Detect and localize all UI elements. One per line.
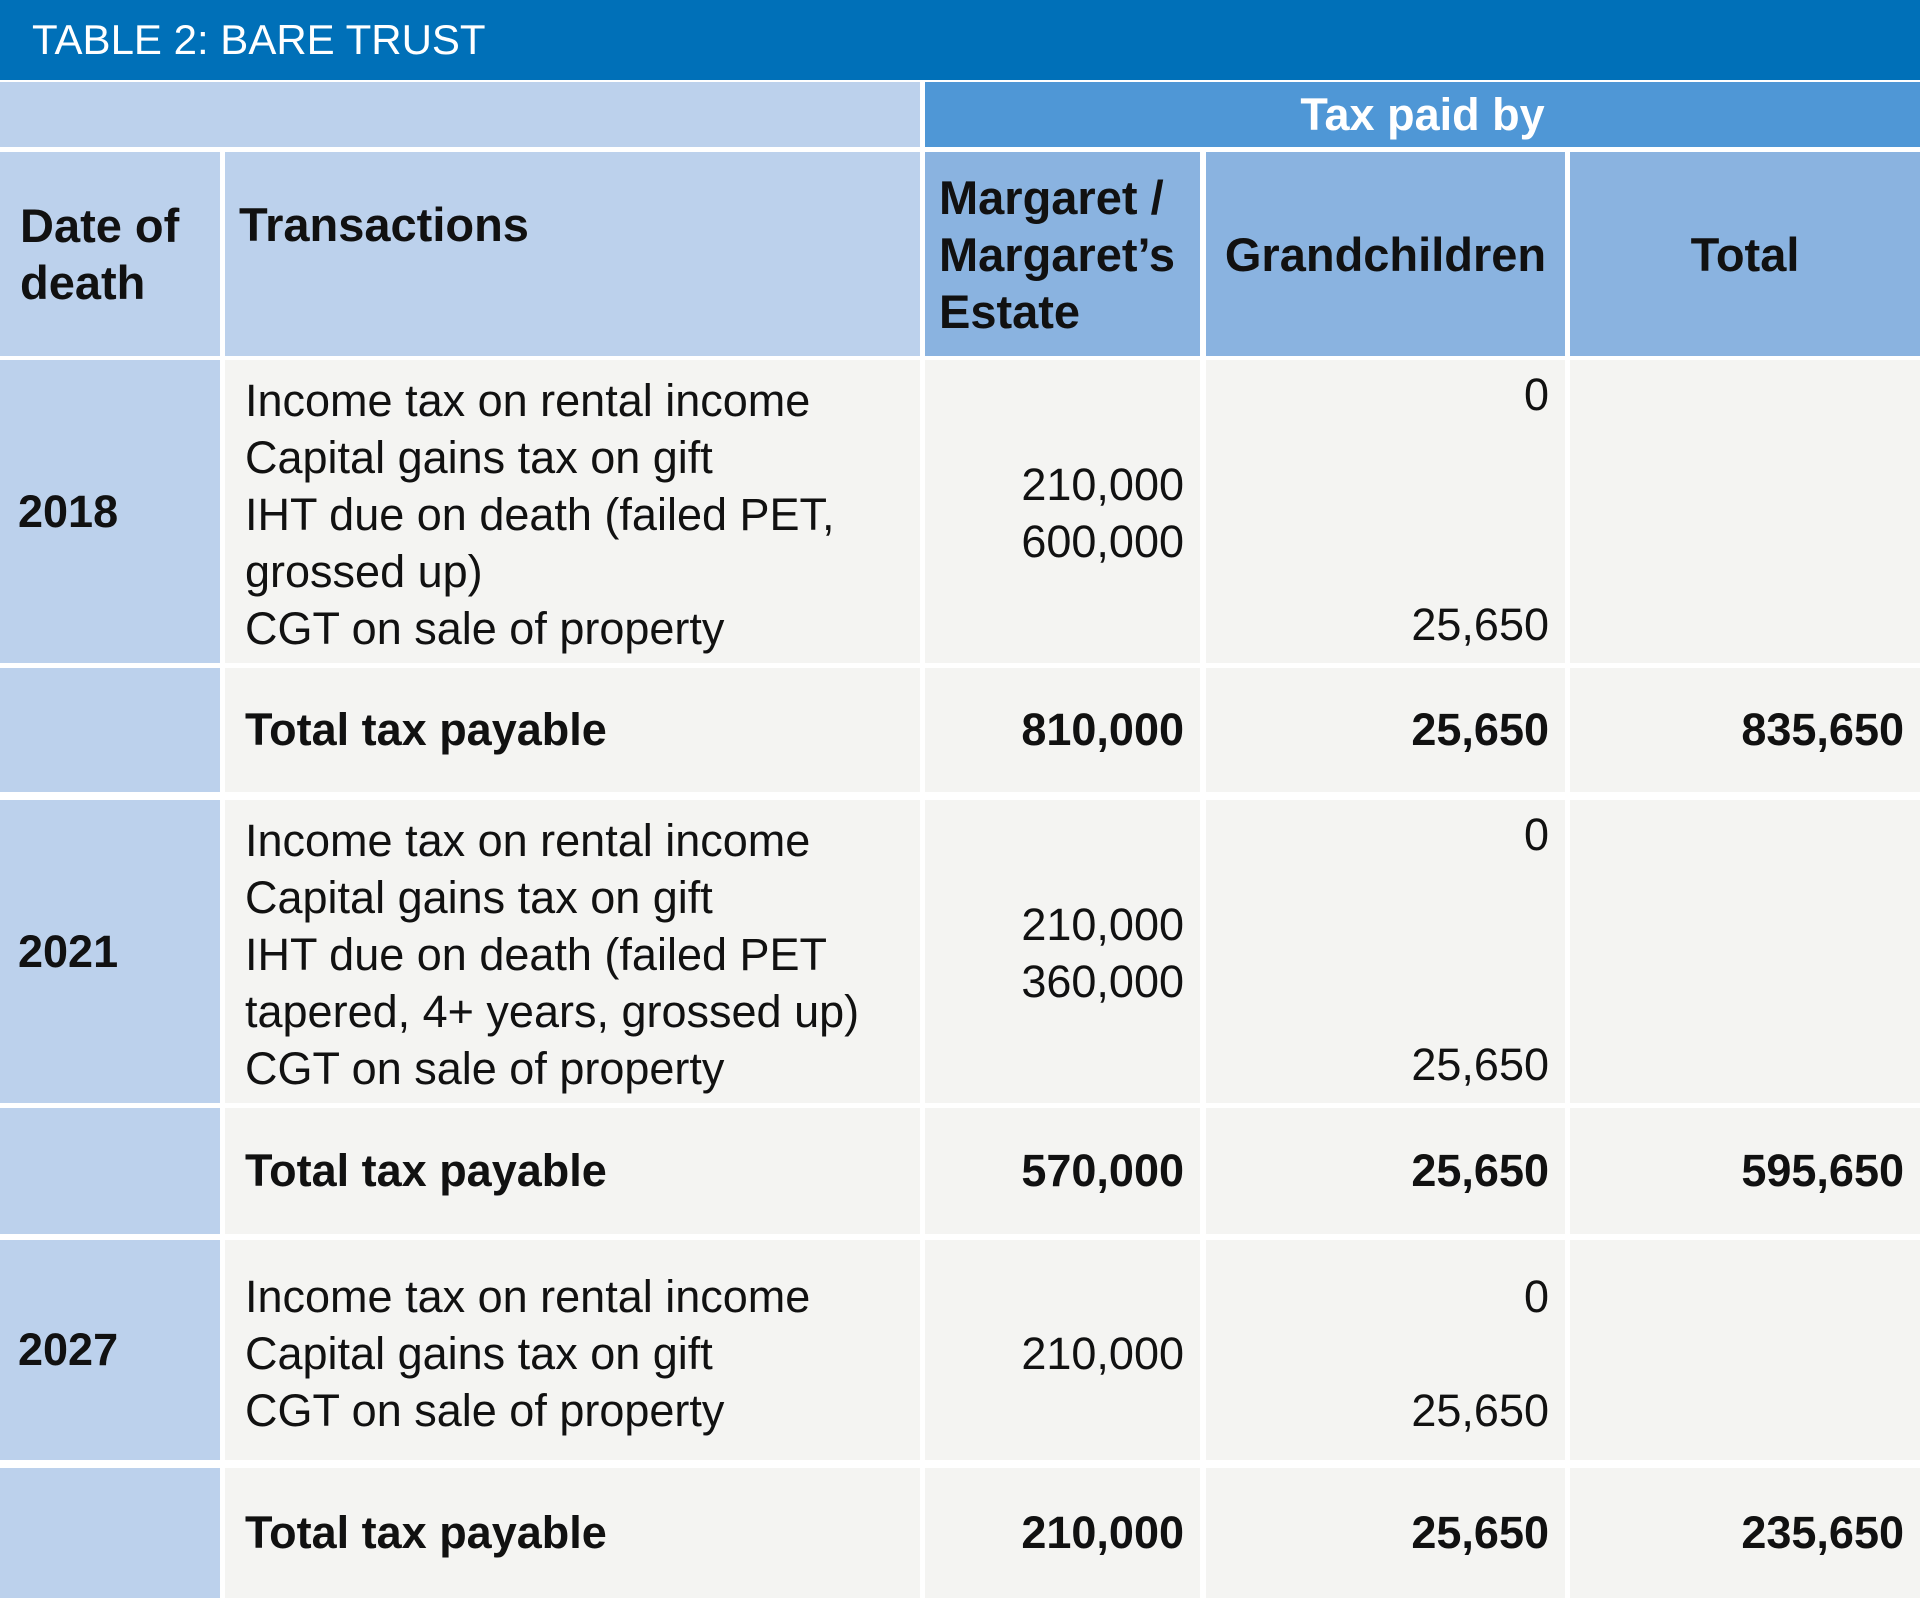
- year-cell-empty: [0, 668, 220, 792]
- year-cell: 2018: [0, 360, 220, 663]
- total-values-cell: [1570, 360, 1920, 663]
- total-grandchildren: 25,650: [1206, 1468, 1565, 1598]
- year-label: 2027: [18, 1324, 119, 1375]
- total-values-cell: [1570, 800, 1920, 1103]
- total-overall: 595,650: [1570, 1108, 1920, 1234]
- transaction-line: Income tax on rental income: [245, 815, 811, 866]
- total-header-label: Total: [1690, 227, 1800, 281]
- transaction-line: Capital gains tax on gift: [245, 1328, 713, 1379]
- total-margaret: 810,000: [925, 668, 1200, 792]
- tax-paid-by-header: Tax paid by: [925, 82, 1920, 147]
- total-tax-payable-label: Total tax payable: [225, 1108, 920, 1234]
- margaret-header-line: Estate: [939, 284, 1081, 338]
- total-grandchildren: 25,650: [1206, 668, 1565, 792]
- transaction-line: Income tax on rental income: [245, 375, 811, 426]
- margaret-values-cell: 210,000 360,000: [925, 800, 1200, 1103]
- transaction-line: CGT on sale of property: [245, 603, 725, 654]
- year-label: 2021: [18, 925, 119, 977]
- total-overall: 835,650: [1570, 668, 1920, 792]
- transactions-cell: Income tax on rental income Capital gain…: [225, 1240, 920, 1460]
- transactions-cell: Income tax on rental income Capital gain…: [225, 360, 920, 663]
- margaret-values-cell: 210,000 600,000: [925, 360, 1200, 663]
- value: 25,650: [1411, 1385, 1549, 1436]
- date-of-death-header: Date of death: [0, 152, 220, 356]
- grandchildren-values-cell: 0 25,650: [1206, 360, 1565, 663]
- margaret-header: Margaret / Margaret’s Estate: [925, 152, 1200, 356]
- transactions-header: Transactions: [225, 152, 920, 356]
- value: 25,650: [1411, 1039, 1549, 1090]
- value: 210,000: [1021, 1328, 1184, 1379]
- date-header-line: Date of: [20, 199, 180, 252]
- grandchildren-values-cell: 0 25,650: [1206, 800, 1565, 1103]
- transaction-line: tapered, 4+ years, grossed up): [245, 986, 860, 1037]
- table-title: TABLE 2: BARE TRUST: [0, 0, 1920, 80]
- value: 0: [1523, 809, 1549, 860]
- year-cell: 2021: [0, 800, 220, 1103]
- total-margaret: 570,000: [925, 1108, 1200, 1234]
- value: 210,000: [1021, 459, 1184, 510]
- date-header-line: death: [20, 256, 146, 309]
- margaret-values-cell: 210,000: [925, 1240, 1200, 1460]
- total-margaret: 210,000: [925, 1468, 1200, 1598]
- year-cell: 2027: [0, 1240, 220, 1460]
- transaction-line: grossed up): [245, 546, 483, 597]
- transaction-line: IHT due on death (failed PET: [245, 929, 828, 980]
- total-tax-payable-label: Total tax payable: [225, 1468, 920, 1598]
- grandchildren-header-label: Grandchildren: [1224, 227, 1547, 281]
- transactions-header-label: Transactions: [239, 198, 529, 251]
- total-grandchildren: 25,650: [1206, 1108, 1565, 1234]
- transaction-line: IHT due on death (failed PET,: [245, 489, 835, 540]
- header-spacer: [0, 82, 920, 147]
- transactions-cell: Income tax on rental income Capital gain…: [225, 800, 920, 1103]
- margaret-header-line: Margaret /: [939, 170, 1164, 224]
- value: 360,000: [1021, 956, 1184, 1007]
- year-cell-empty: [0, 1468, 220, 1598]
- year-cell-empty: [0, 1108, 220, 1234]
- value: 210,000: [1021, 899, 1184, 950]
- grandchildren-header: Grandchildren: [1206, 152, 1565, 356]
- year-label: 2018: [18, 485, 119, 537]
- total-header: Total: [1570, 152, 1920, 356]
- value: 600,000: [1021, 516, 1184, 567]
- value: 0: [1523, 1271, 1549, 1322]
- total-values-cell: [1570, 1240, 1920, 1460]
- margaret-header-line: Margaret’s: [939, 227, 1175, 281]
- transaction-line: Capital gains tax on gift: [245, 872, 713, 923]
- grandchildren-values-cell: 0 25,650: [1206, 1240, 1565, 1460]
- total-overall: 235,650: [1570, 1468, 1920, 1598]
- transaction-line: Capital gains tax on gift: [245, 432, 713, 483]
- value: 0: [1523, 369, 1549, 420]
- total-tax-payable-label: Total tax payable: [225, 668, 920, 792]
- transaction-line: CGT on sale of property: [245, 1385, 725, 1436]
- value: 25,650: [1411, 599, 1549, 650]
- transaction-line: CGT on sale of property: [245, 1043, 725, 1094]
- transaction-line: Income tax on rental income: [245, 1271, 811, 1322]
